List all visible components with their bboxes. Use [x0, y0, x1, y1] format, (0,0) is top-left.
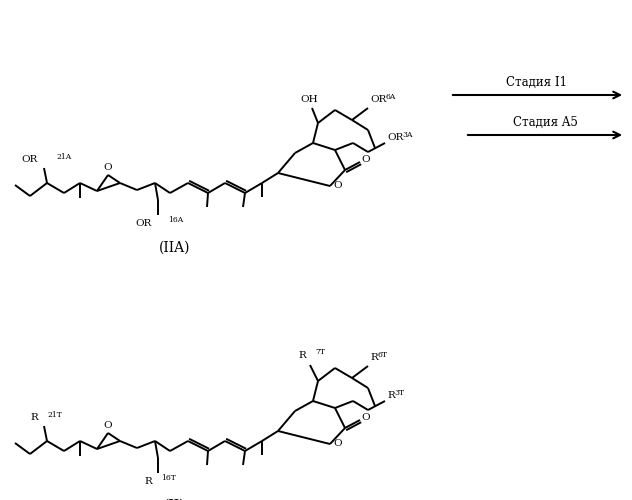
Text: O: O [362, 412, 370, 422]
Text: 21T: 21T [47, 411, 62, 419]
Text: Стадия A5: Стадия A5 [513, 116, 578, 128]
Text: 3T: 3T [394, 389, 404, 397]
Text: OR: OR [387, 134, 403, 142]
Text: OR: OR [370, 96, 386, 104]
Text: OR: OR [136, 218, 152, 228]
Text: O: O [104, 162, 112, 172]
Text: R: R [30, 414, 38, 422]
Text: Стадия I1: Стадия I1 [506, 76, 568, 88]
Text: OR: OR [21, 156, 38, 164]
Text: R: R [298, 350, 306, 360]
Text: O: O [334, 440, 343, 448]
Text: O: O [334, 182, 343, 190]
Text: 21A: 21A [56, 153, 71, 161]
Text: R: R [370, 354, 378, 362]
Text: 16T: 16T [161, 474, 176, 482]
Text: (IIA): (IIA) [159, 241, 191, 255]
Text: 6T: 6T [377, 351, 387, 359]
Text: 16A: 16A [168, 216, 183, 224]
Text: (II): (II) [164, 499, 186, 500]
Text: 7T: 7T [315, 348, 325, 356]
Text: R: R [387, 392, 395, 400]
Text: O: O [362, 154, 370, 164]
Text: O: O [104, 420, 112, 430]
Text: 3A: 3A [402, 131, 413, 139]
Text: OH: OH [300, 96, 318, 104]
Text: 6A: 6A [385, 93, 396, 101]
Text: R: R [144, 476, 152, 486]
